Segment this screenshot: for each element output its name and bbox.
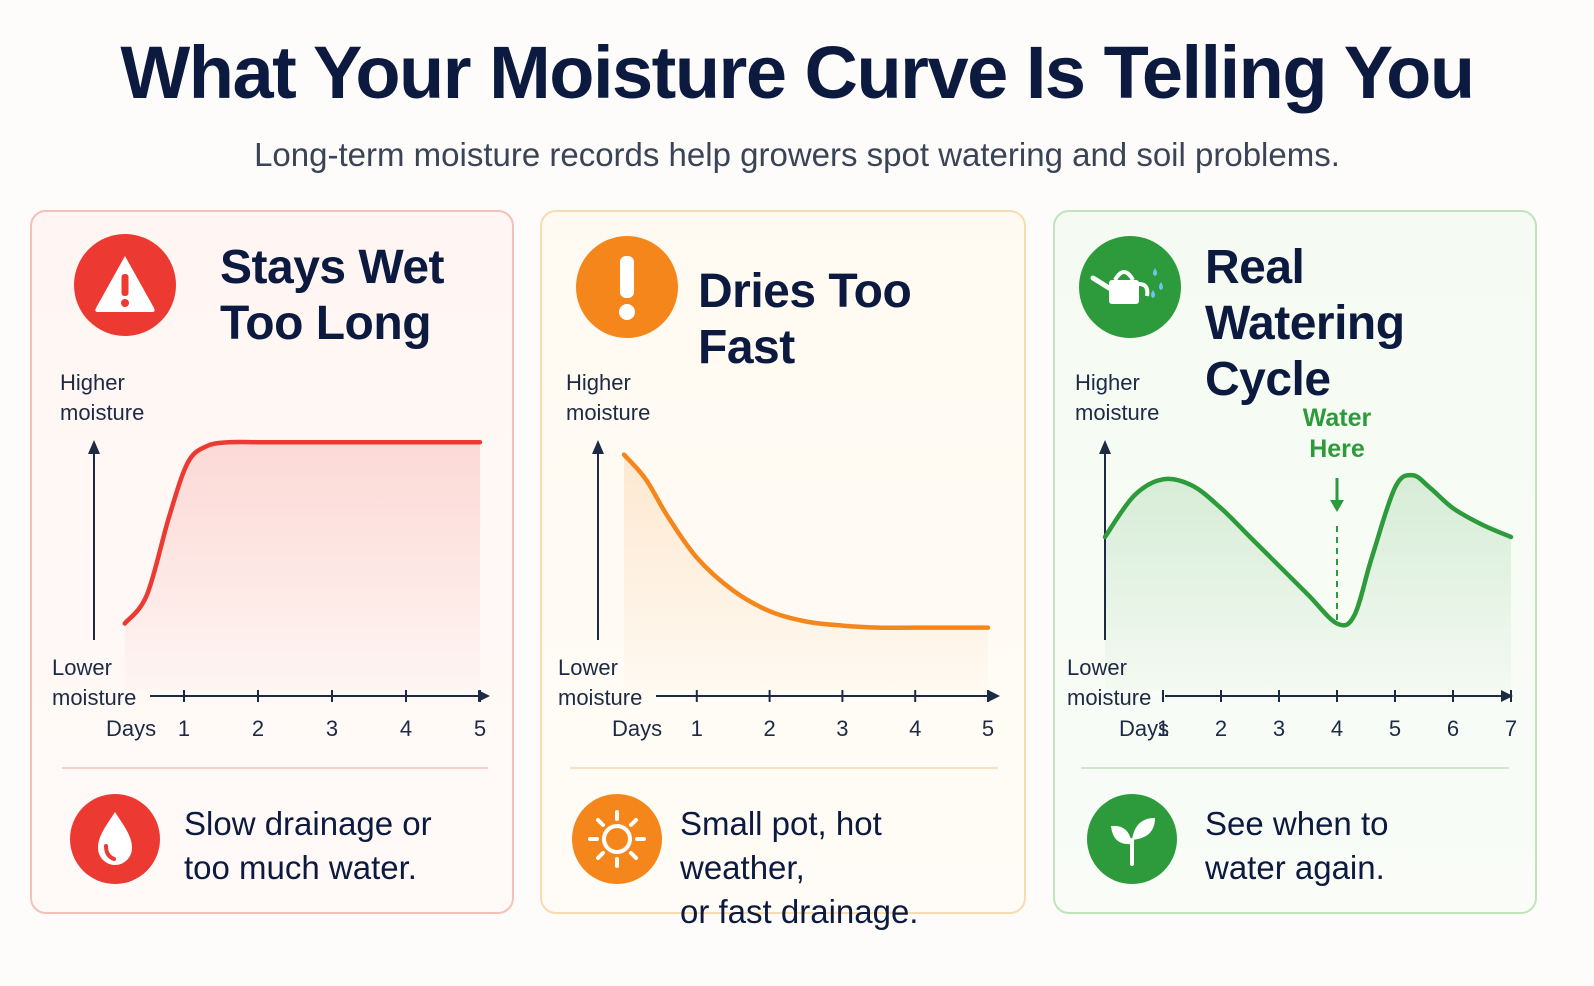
x-tick-label: 2 <box>252 716 264 741</box>
y-axis-arrow <box>88 440 100 454</box>
x-axis-label: Days <box>612 716 662 741</box>
exclamation-icon <box>576 236 678 338</box>
x-tick-label: 6 <box>1447 716 1459 741</box>
x-tick-label: 3 <box>1273 716 1285 741</box>
y-label-bottom: Lower <box>558 655 618 680</box>
y-label-bottom: Lower <box>52 655 112 680</box>
area-fill <box>124 441 481 690</box>
x-tick-label: 4 <box>909 716 921 741</box>
series-line <box>621 452 991 631</box>
sun-icon <box>572 794 662 884</box>
x-tick-label: 3 <box>836 716 848 741</box>
warning-triangle-icon <box>74 234 176 336</box>
area-fill <box>1105 475 1511 690</box>
chart-stays-wet: Higher moisture Lower moisture Days 1 2 3 4 5 <box>52 370 490 741</box>
card-watering-cycle: Real Watering Cycle Higher moisture Lower m… <box>1053 210 1537 914</box>
x-tick-label: 2 <box>1215 716 1227 741</box>
y-label-bottom: moisture <box>1067 685 1151 710</box>
card-title: Real Watering Cycle <box>1205 241 1405 406</box>
area-fill <box>624 454 988 690</box>
card-footer-text: Slow drainage or too much water. <box>184 805 432 886</box>
x-axis-arrow <box>988 690 1000 702</box>
x-tick-label: 5 <box>982 716 994 741</box>
card-stays-wet: Stays Wet Too Long Higher moisture Lower mo… <box>30 210 514 914</box>
x-tick-label: 5 <box>1389 716 1401 741</box>
card-footer-text: See when to water again. <box>1205 805 1389 886</box>
annotation-label: Here <box>1309 435 1365 463</box>
y-label-top: Higher <box>1075 370 1140 395</box>
watering-can-icon <box>1079 236 1181 338</box>
card-dries-fast: Dries Too Fast Higher moisture Lower moistu… <box>540 210 1026 930</box>
card-divider <box>570 767 998 769</box>
y-axis-arrow <box>592 440 604 454</box>
chart-dries-fast: Higher moisture Lower moisture Days 1 2 3 4 5 <box>558 370 1000 741</box>
x-tick-label: 1 <box>691 716 703 741</box>
series-line <box>122 439 483 626</box>
card-footer-text: Small pot, hot weather, or fast drainage… <box>680 805 919 930</box>
card-divider <box>1081 767 1509 769</box>
x-tick-label: 5 <box>474 716 486 741</box>
card-title: Stays Wet Too Long <box>220 241 445 350</box>
x-tick-label: 4 <box>400 716 412 741</box>
page-title: What Your Moisture Curve Is Telling You <box>120 31 1475 114</box>
sprout-icon <box>1087 794 1177 884</box>
x-axis-label: Days <box>1119 716 1169 741</box>
page-subtitle: Long-term moisture records help growers … <box>254 136 1340 173</box>
y-label-top: moisture <box>60 400 144 425</box>
y-label-top: Higher <box>566 370 631 395</box>
y-label-top: Higher <box>60 370 125 395</box>
y-label-top: moisture <box>1075 400 1159 425</box>
x-tick-label: 3 <box>326 716 338 741</box>
x-tick-label: 7 <box>1505 716 1517 741</box>
y-label-bottom: Lower <box>1067 655 1127 680</box>
series-line <box>1102 472 1514 628</box>
annotation-label: Water <box>1303 404 1372 432</box>
water-drop-icon <box>70 794 160 884</box>
annotation-arrow-head <box>1330 500 1344 512</box>
card-title: Dries Too Fast <box>698 265 912 374</box>
x-axis-arrow <box>1501 690 1513 702</box>
x-axis-label: Days <box>106 716 156 741</box>
x-tick-label: 2 <box>763 716 775 741</box>
y-label-bottom: moisture <box>52 685 136 710</box>
x-tick-label: 4 <box>1331 716 1343 741</box>
y-label-top: moisture <box>566 400 650 425</box>
card-divider <box>62 767 488 769</box>
x-tick-label: 1 <box>178 716 190 741</box>
y-label-bottom: moisture <box>558 685 642 710</box>
y-axis-arrow <box>1099 440 1111 454</box>
x-tick-label: 1 <box>1157 716 1169 741</box>
